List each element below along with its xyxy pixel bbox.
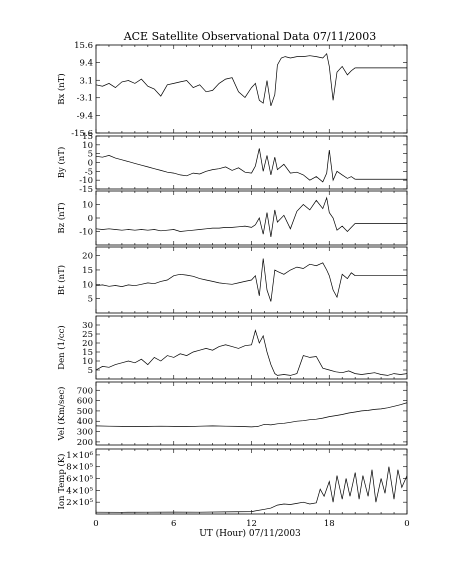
y-tick-label: 5 [88, 295, 93, 305]
panel-frame [95, 448, 408, 515]
y-tick-label: 4×10⁵ [66, 486, 93, 496]
y-tick-label: 15 [82, 266, 93, 276]
x-tick-label: 12 [246, 519, 257, 529]
y-tick-label: -5 [85, 167, 93, 177]
y-tick-label: 20 [82, 252, 93, 262]
series-line-den [96, 329, 407, 376]
y-tick-label: 25 [82, 330, 93, 340]
y-axis-label: Vel (Km/sec) [56, 387, 67, 442]
y-axis-label: Bt (nT) [56, 265, 67, 295]
y-tick-label: 3.1 [79, 76, 93, 86]
y-tick-label: 8×10⁵ [66, 463, 93, 473]
panels-group: 15.69.43.1-3.1-9.4-15.6Bx (nT)151050-5-1… [56, 41, 408, 515]
y-tick-label: 10 [82, 280, 93, 290]
y-tick-label: -3.1 [77, 94, 93, 104]
x-axis-label: UT (Hour) 07/11/2003 [199, 528, 301, 539]
y-tick-label: 9.4 [79, 58, 93, 68]
series-line-vel [96, 402, 407, 428]
series-line-bx [96, 52, 356, 107]
y-tick-label: 1×10⁶ [66, 451, 93, 461]
chart-title: ACE Satellite Observational Data 07/11/2… [123, 30, 377, 43]
y-tick-label: 15.6 [74, 41, 93, 51]
panel-bx: 15.6 9.4 3.1 -3.1 -9.4 -15.6 Bx (nT) [56, 41, 408, 139]
y-tick-label: 600 [77, 397, 93, 407]
y-tick-label: -15 [79, 185, 93, 195]
y-axis-label: By (nT) [56, 147, 67, 179]
y-tick-label: 15 [82, 132, 93, 142]
y-tick-label: 10 [82, 201, 93, 211]
panel-frame [95, 315, 408, 380]
y-tick-label: 6×10⁵ [66, 475, 93, 485]
y-tick-label: 0 [88, 159, 93, 169]
series-line-bz [96, 196, 356, 237]
y-tick-label: -10 [79, 176, 93, 186]
y-tick-label: 500 [77, 407, 93, 417]
series-line-bt [96, 258, 356, 302]
y-tick-label: 30 [82, 321, 93, 331]
y-tick-label: -10 [79, 228, 93, 238]
y-tick-label: 10 [82, 141, 93, 151]
y-tick-label: 5 [88, 150, 93, 160]
panel-frame [95, 190, 408, 246]
x-tick-label: 0 [93, 519, 98, 529]
x-tick-label: 18 [324, 519, 335, 529]
panel-bt: 20 15 10 5 Bt (nT) [56, 246, 408, 314]
panel-frame [95, 44, 408, 134]
y-axis-label: Bx (nT) [56, 73, 67, 105]
x-tick-label: 6 [171, 519, 176, 529]
y-tick-label: 0 [88, 214, 93, 224]
x-tick-label: 0 [404, 519, 409, 529]
y-tick-label: 400 [77, 417, 93, 427]
panel-frame [95, 381, 408, 446]
y-tick-label: 700 [77, 386, 93, 396]
y-tick-label: 2×10⁵ [66, 498, 93, 508]
series-line-temp [96, 466, 407, 513]
y-tick-label: 20 [82, 339, 93, 349]
y-tick-label: 200 [77, 438, 93, 448]
y-tick-label: -9.4 [77, 112, 93, 122]
series-line-by [96, 148, 356, 183]
panel-frame [95, 135, 408, 190]
y-tick-label: -15.6 [71, 129, 93, 139]
y-axis-label: Bz (nT) [56, 202, 67, 233]
y-axis-label: Den (1/cc) [56, 325, 67, 369]
y-tick-label: 15 [82, 348, 93, 358]
y-axis-label: Ion Temp (K) [56, 454, 67, 510]
y-tick-label: 300 [77, 428, 93, 438]
y-tick-label: 10 [82, 357, 93, 367]
panel-bz: 10 0 -10 Bz (nT) [56, 190, 408, 246]
y-tick-label: 5 [88, 366, 93, 376]
x-axis: 0 6 12 18 0 [93, 519, 409, 529]
